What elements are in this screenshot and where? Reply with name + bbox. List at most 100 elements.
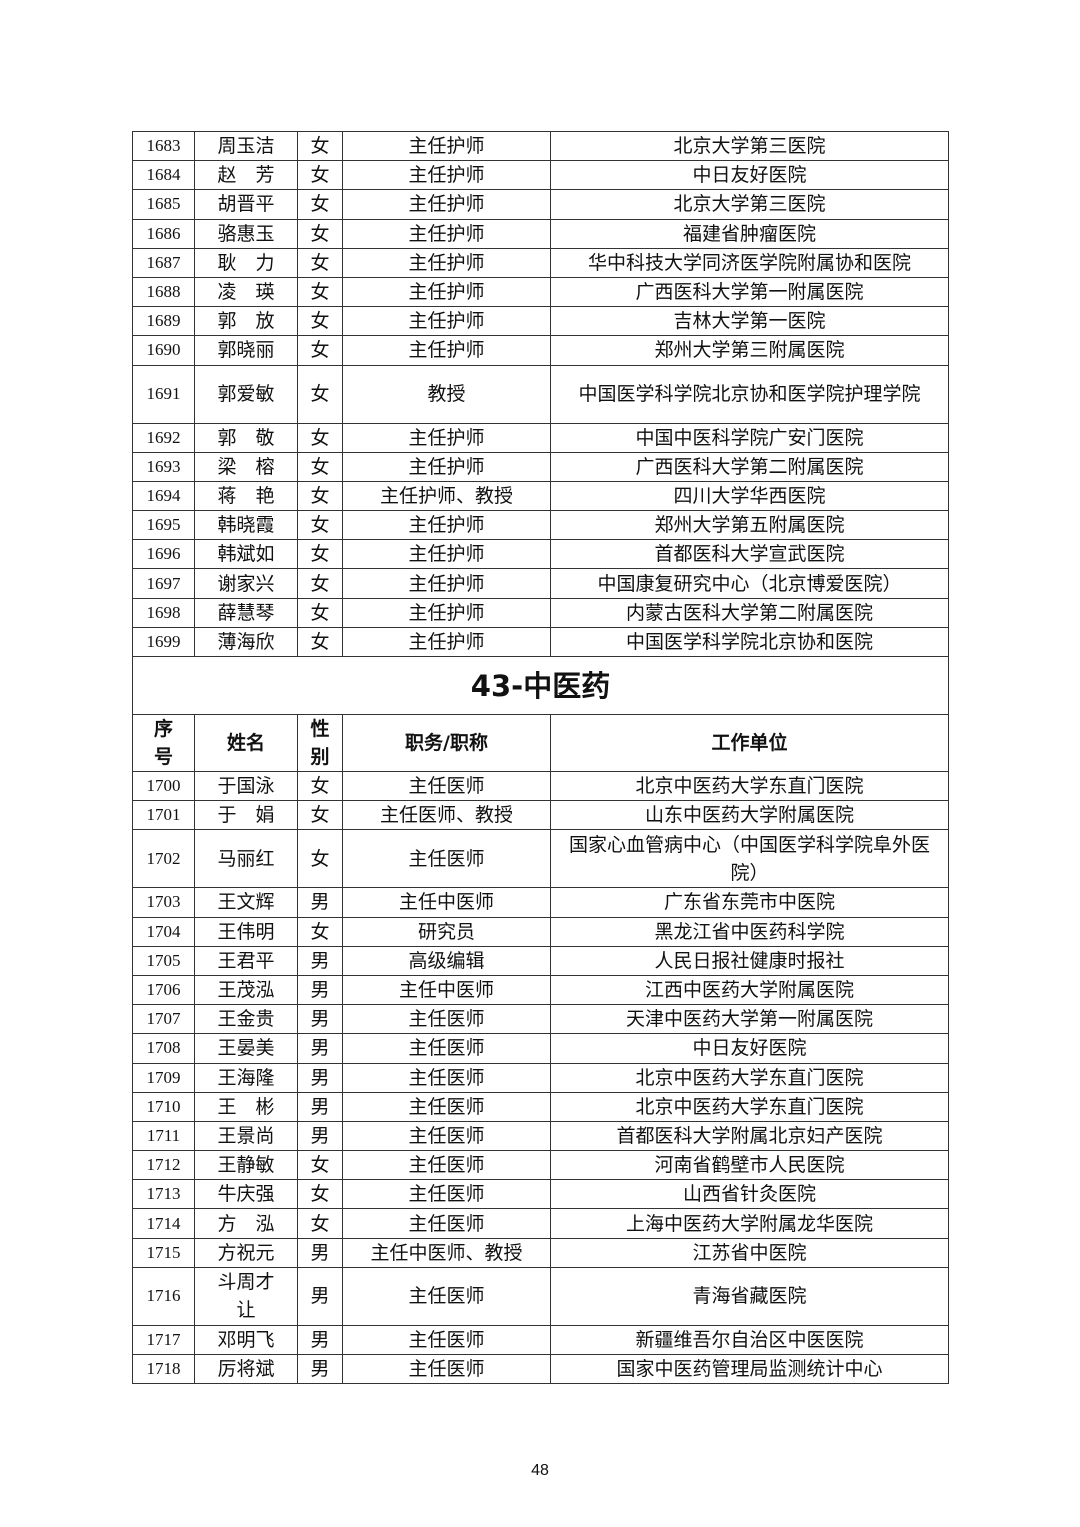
- cell-name: 赵 芳: [194, 160, 298, 191]
- table-row: 1714 方 泓女主任医师 上海中医药大学附属龙华医院: [132, 1208, 949, 1239]
- cell-gender: 男: [297, 1062, 343, 1093]
- cell-seq: 1692: [132, 422, 195, 453]
- cell-unit: 中国医学科学院北京协和医学院护理学院: [550, 364, 949, 424]
- table-row: 1685 胡晋平女主任护师 北京大学第三医院: [132, 189, 949, 220]
- cell-gender: 女: [297, 189, 343, 220]
- cell-unit: 天津中医药大学第一附属医院: [550, 1004, 949, 1035]
- table-row: 1695 韩晓霞女主任护师 郑州大学第五附属医院: [132, 510, 949, 541]
- cell-gender: 女: [297, 829, 343, 889]
- cell-unit: 青海省藏医院: [550, 1266, 949, 1326]
- table-row: 1704 王伟明女研究员 黑龙江省中医药科学院: [132, 916, 949, 947]
- cell-name: 骆惠玉: [194, 218, 298, 249]
- cell-unit: 江苏省中医院: [550, 1237, 949, 1268]
- cell-name: 王静敏: [194, 1150, 298, 1181]
- cell-title: 主任医师: [342, 1033, 551, 1064]
- cell-name: 蒋 艳: [194, 480, 298, 512]
- cell-unit: 中国医学科学院北京协和医院: [550, 626, 949, 658]
- cell-seq: 1711: [132, 1120, 195, 1152]
- cell-seq: 1698: [132, 597, 195, 628]
- cell-unit: 华中科技大学同济医学院附属协和医院: [550, 247, 949, 278]
- cell-title: 主任医师: [342, 770, 551, 802]
- cell-title: 主任护师: [342, 247, 551, 278]
- table-row: 1698 薛慧琴女主任护师 内蒙古医科大学第二附属医院: [132, 597, 949, 628]
- table-row: 1690 郭晓丽女主任护师 郑州大学第三附属医院: [132, 335, 949, 366]
- cell-title: 主任医师: [342, 829, 551, 889]
- cell-name: 王 彬: [194, 1091, 298, 1122]
- cell-unit: 上海中医药大学附属龙华医院: [550, 1208, 949, 1239]
- table-row: 1708 王晏美男主任医师 中日友好医院: [132, 1033, 949, 1064]
- cell-title: 主任护师: [342, 130, 551, 162]
- cell-seq: 1683: [132, 130, 195, 162]
- cell-unit: 中日友好医院: [550, 1033, 949, 1064]
- cell-seq: 1718: [132, 1353, 195, 1385]
- cell-gender: 男: [297, 974, 343, 1006]
- table-row: 1687 耿 力女主任护师 华中科技大学同济医学院附属协和医院: [132, 247, 949, 278]
- cell-seq: 1690: [132, 335, 195, 366]
- cell-title: 主任护师: [342, 510, 551, 541]
- cell-gender: 女: [297, 422, 343, 453]
- cell-unit: 首都医科大学宣武医院: [550, 539, 949, 570]
- cell-gender: 男: [297, 887, 343, 918]
- cell-name: 王君平: [194, 945, 298, 976]
- cell-name: 方祝元: [194, 1237, 298, 1268]
- table-row: 1686 骆惠玉女主任护师 福建省肿瘤医院: [132, 218, 949, 249]
- cell-title: 主任护师: [342, 597, 551, 628]
- table-row: 1705 王君平男高级编辑 人民日报社健康时报社: [132, 945, 949, 976]
- table-row: 1713 牛庆强女主任医师 山西省针灸医院: [132, 1179, 949, 1210]
- cell-gender: 女: [297, 770, 343, 802]
- cell-title: 主任医师: [342, 1004, 551, 1035]
- cell-name: 郭晓丽: [194, 335, 298, 366]
- cell-title: 主任中医师: [342, 887, 551, 918]
- cell-gender: 男: [297, 1324, 343, 1356]
- cell-seq: 1703: [132, 887, 195, 918]
- cell-gender: 女: [297, 276, 343, 308]
- cell-title: 主任医师: [342, 1091, 551, 1122]
- table-row: 1699 薄海欣女主任护师 中国医学科学院北京协和医院: [132, 626, 949, 658]
- cell-seq: 1715: [132, 1237, 195, 1268]
- table-row: 1696 韩斌如女主任护师 首都医科大学宣武医院: [132, 539, 949, 570]
- cell-gender: 女: [297, 800, 343, 831]
- cell-unit: 北京中医药大学东直门医院: [550, 1091, 949, 1122]
- cell-seq: 1707: [132, 1004, 195, 1035]
- cell-name: 韩晓霞: [194, 510, 298, 541]
- cell-title: 主任医师: [342, 1179, 551, 1210]
- cell-title: 主任护师: [342, 539, 551, 570]
- cell-title: 主任医师: [342, 1062, 551, 1093]
- table-row: 1700 于国泳女主任医师 北京中医药大学东直门医院: [132, 770, 949, 802]
- cell-name: 郭 放: [194, 306, 298, 337]
- cell-name: 于国泳: [194, 770, 298, 802]
- cell-unit: 中日友好医院: [550, 160, 949, 191]
- cell-unit: 河南省鹤壁市人民医院: [550, 1150, 949, 1181]
- cell-unit: 北京中医药大学东直门医院: [550, 770, 949, 802]
- cell-unit: 广西医科大学第一附属医院: [550, 276, 949, 308]
- cell-unit: 郑州大学第五附属医院: [550, 510, 949, 541]
- table-row: 1697 谢家兴女主任护师 中国康复研究中心（北京博爱医院）: [132, 568, 949, 599]
- cell-unit: 内蒙古医科大学第二附属医院: [550, 597, 949, 628]
- cell-gender: 女: [297, 510, 343, 541]
- cell-title: 主任护师: [342, 276, 551, 308]
- cell-seq: 1689: [132, 306, 195, 337]
- cell-title: 主任医师: [342, 1353, 551, 1385]
- cell-name: 薄海欣: [194, 626, 298, 658]
- cell-name: 王文辉: [194, 887, 298, 918]
- cell-name: 韩斌如: [194, 539, 298, 570]
- cell-gender: 男: [297, 945, 343, 976]
- cell-unit: 新疆维吾尔自治区中医医院: [550, 1324, 949, 1356]
- cell-name: 王金贵: [194, 1004, 298, 1035]
- table-row: 1693 梁 榕女主任护师 广西医科大学第二附属医院: [132, 451, 949, 482]
- cell-title: 主任医师: [342, 1266, 551, 1326]
- cell-title: 主任护师: [342, 218, 551, 249]
- cell-name: 邓明飞: [194, 1324, 298, 1356]
- cell-gender: 女: [297, 247, 343, 278]
- table-row: 1691 郭爱敏女教授 中国医学科学院北京协和医学院护理学院: [132, 364, 949, 424]
- cell-gender: 女: [297, 335, 343, 366]
- cell-title: 主任护师: [342, 189, 551, 220]
- table-row: 1707 王金贵男主任医师 天津中医药大学第一附属医院: [132, 1004, 949, 1035]
- cell-title: 主任护师: [342, 160, 551, 191]
- cell-name: 谢家兴: [194, 568, 298, 599]
- cell-gender: 女: [297, 597, 343, 628]
- cell-gender: 女: [297, 1179, 343, 1210]
- cell-title: 主任医师: [342, 1324, 551, 1356]
- cell-seq: 1702: [132, 829, 195, 889]
- cell-gender: 女: [297, 1150, 343, 1181]
